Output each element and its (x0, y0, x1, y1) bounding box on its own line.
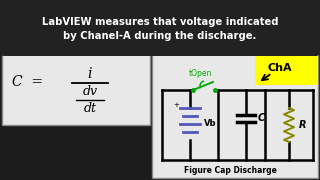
Bar (255, 50, 318, 85)
Text: Vb: Vb (204, 120, 217, 129)
Text: Figure Cap Discharge: Figure Cap Discharge (184, 166, 276, 175)
Text: dt: dt (84, 102, 97, 115)
Text: i: i (88, 66, 92, 80)
Text: by Chanel-A during the discharge.: by Chanel-A during the discharge. (63, 31, 257, 41)
Text: C  =: C = (12, 75, 43, 89)
Text: tOpen: tOpen (188, 69, 212, 78)
Text: C: C (258, 113, 265, 123)
Text: R: R (299, 120, 307, 130)
Text: LabVIEW measures that voltage indicated: LabVIEW measures that voltage indicated (42, 17, 278, 27)
Text: +: + (173, 102, 179, 108)
Bar (152, 50, 318, 178)
Text: ChA: ChA (268, 63, 292, 73)
FancyBboxPatch shape (0, 0, 320, 56)
Bar (2, 50, 150, 125)
Text: dv: dv (83, 85, 98, 98)
